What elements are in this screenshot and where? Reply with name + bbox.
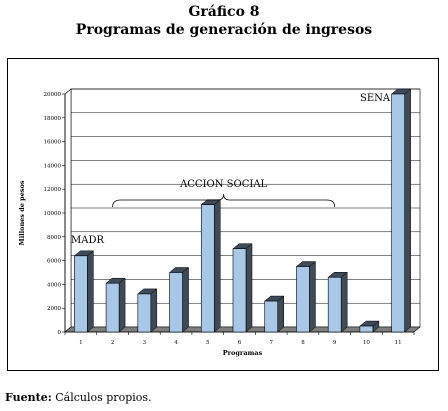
- x-tick-label: 6: [238, 340, 242, 346]
- annotation-brace: [112, 193, 336, 208]
- annotation-label: SENA: [360, 93, 391, 104]
- bar: [169, 272, 183, 333]
- annotation-label: MADR: [71, 235, 104, 246]
- bar: [137, 293, 152, 333]
- bar-side: [150, 288, 158, 333]
- bar-side: [87, 250, 94, 333]
- source-text: Cálculos propios.: [55, 391, 152, 404]
- bar: [296, 266, 310, 333]
- x-tick-label: 10: [363, 340, 370, 346]
- bar-side: [245, 243, 253, 333]
- y-tick-label: 6000: [47, 259, 61, 265]
- bar-side: [309, 261, 316, 333]
- x-tick-label: 5: [206, 340, 210, 346]
- bar: [105, 282, 120, 333]
- y-tick-label: 20000: [44, 92, 62, 98]
- figure-label: Gráfico 8: [188, 4, 260, 20]
- y-tick-label: 12000: [44, 187, 62, 193]
- y-tick-label: 4000: [47, 282, 61, 288]
- x-tick-label: 1: [79, 340, 83, 346]
- bar-side: [182, 266, 189, 333]
- y-tick-label: 10000: [44, 211, 62, 217]
- x-tick-label: 3: [143, 340, 147, 346]
- bar: [74, 255, 88, 333]
- source-note: Fuente: Cálculos propios.: [5, 391, 152, 404]
- bar: [359, 325, 374, 333]
- bar: [327, 276, 342, 333]
- x-tick-label: 9: [333, 340, 337, 346]
- x-tick-label: 4: [174, 340, 178, 346]
- annotation-label: ACCION SOCIAL: [179, 179, 267, 190]
- y-tick-label: 14000: [44, 163, 62, 169]
- plot-side-wall: [64, 88, 72, 333]
- bar: [391, 93, 405, 333]
- source-label: Fuente:: [5, 391, 52, 404]
- bar-side: [118, 277, 126, 333]
- x-tick-label: 8: [301, 340, 305, 346]
- y-tick-label: 2000: [47, 306, 61, 312]
- x-tick-label: 7: [269, 340, 273, 346]
- bar: [200, 204, 215, 333]
- bar-side: [404, 88, 411, 333]
- bar: [264, 300, 279, 333]
- y-tick-label: 18000: [44, 116, 62, 122]
- x-tick-label: 2: [111, 340, 115, 346]
- chart-frame: 0 2000 4000 6000 8000 10000 12000 14000 16000 180…: [7, 58, 439, 371]
- y-tick-label: 0: [58, 330, 62, 336]
- bar-side: [214, 199, 221, 333]
- x-axis-title: Programas: [223, 349, 263, 357]
- bar-chart: 0 2000 4000 6000 8000 10000 12000 14000 16000 180…: [18, 88, 421, 357]
- y-tick-label: 8000: [47, 235, 61, 241]
- bar-side: [277, 295, 284, 333]
- bar: [232, 248, 247, 333]
- y-tick-label: 16000: [44, 140, 62, 146]
- bar-side: [340, 271, 348, 333]
- x-tick-label: 11: [395, 340, 402, 346]
- y-axis-title: Millones de pesos: [18, 180, 26, 245]
- chart-title: Programas de generación de ingresos: [75, 22, 373, 38]
